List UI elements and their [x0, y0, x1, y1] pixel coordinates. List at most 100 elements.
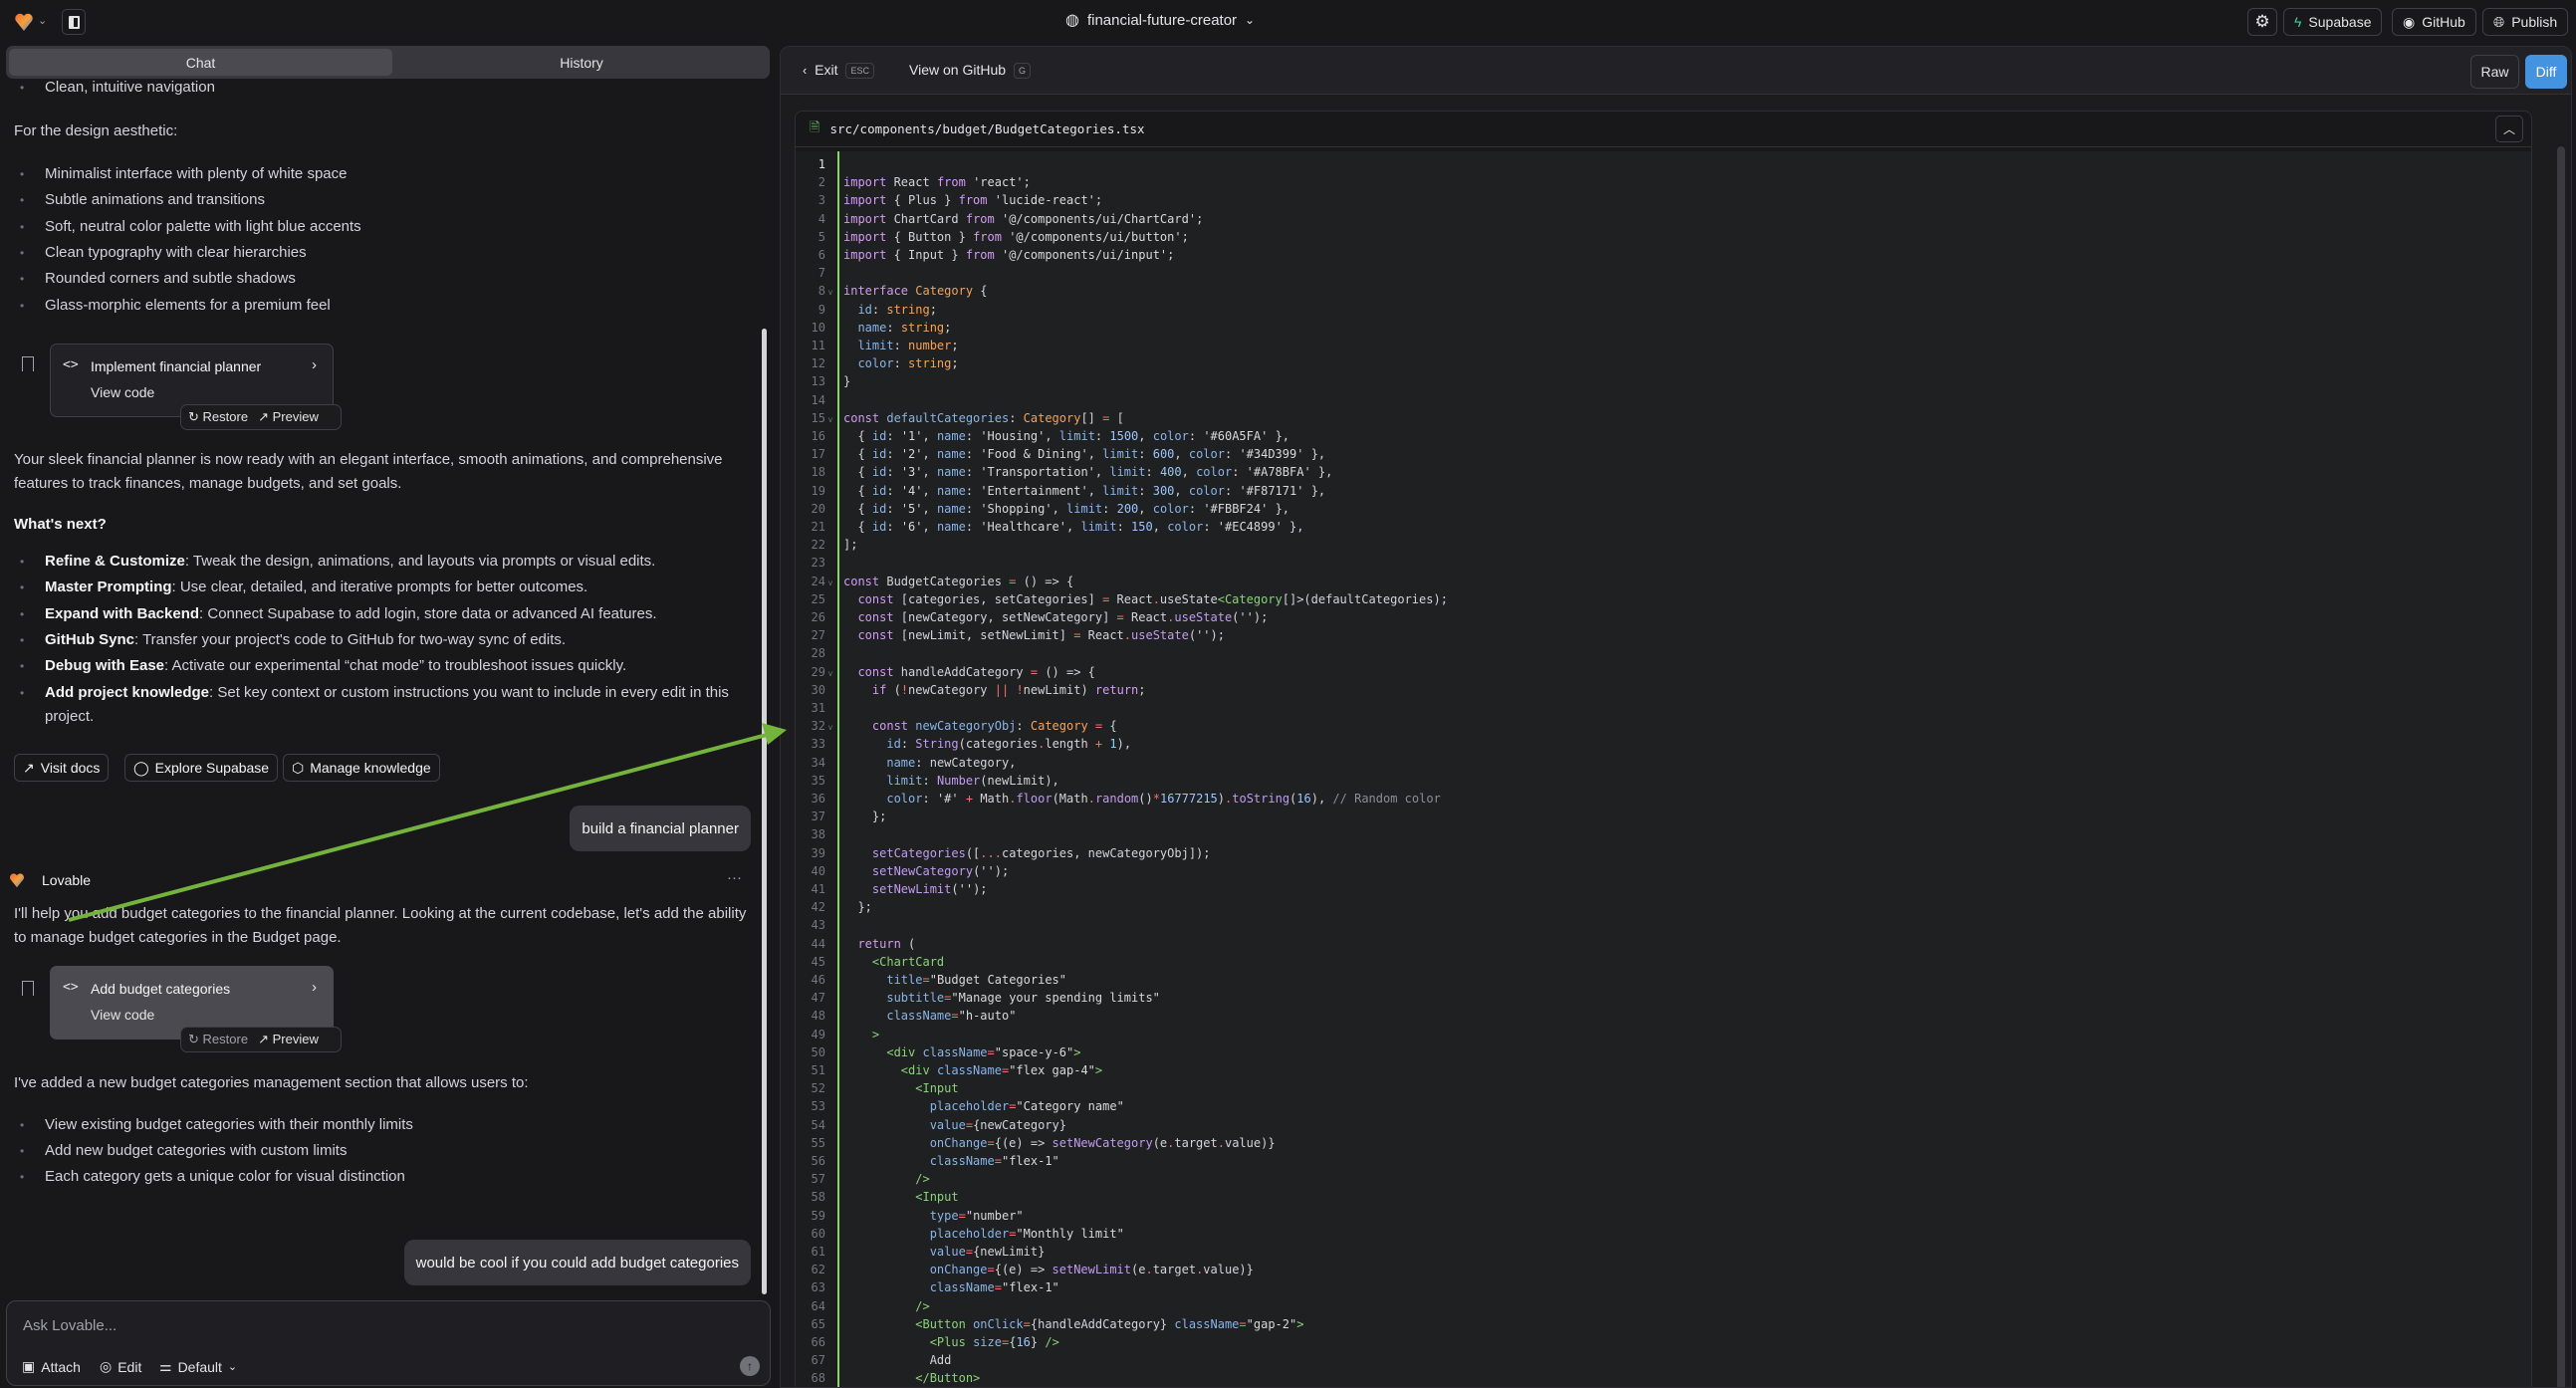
fold-chevron-icon[interactable]: v — [828, 414, 832, 424]
line-number: 39 — [811, 845, 825, 860]
code-line: const [newLimit, setNewLimit] = React.us… — [857, 628, 1225, 643]
preview-button[interactable]: ↗ Preview — [258, 409, 319, 424]
line-number: 57 — [811, 1172, 825, 1187]
code-line: }; — [843, 810, 887, 824]
design-intro: For the design aesthetic: — [14, 122, 178, 139]
line-number: 63 — [811, 1280, 825, 1295]
lovable-logo-icon[interactable] — [14, 12, 34, 32]
code-line: className="flex-1" — [929, 1280, 1059, 1295]
bookmark-icon[interactable] — [22, 356, 34, 371]
code-editor[interactable]: 1 2 import React from 'react'; 3 import { Pl… — [796, 151, 2531, 1387]
sidebar-icon — [69, 16, 80, 29]
list-item: Glass-morphic elements for a premium fee… — [20, 294, 331, 318]
code-line: placeholder="Monthly limit" — [929, 1226, 1124, 1241]
code-panel-header: ‹ Exit ESC View on GitHub G Raw Diff — [781, 47, 2571, 95]
mode-dropdown[interactable]: ⚌ Default ⌄ — [159, 1358, 238, 1375]
item-text: : Transfer your project's code to GitHub… — [134, 630, 567, 648]
chevron-up-icon: ︿ — [2502, 122, 2515, 136]
file-viewer: 🗎︎ src/components/budget/BudgetCategorie… — [795, 111, 2532, 1387]
view-code-link[interactable]: View code — [91, 384, 155, 400]
view-on-github-button[interactable]: View on GitHub G — [909, 62, 1032, 80]
arrow-up-icon: ↑ — [747, 1359, 753, 1373]
line-number: 12 — [811, 356, 825, 371]
collapse-button[interactable]: ︿ — [2495, 116, 2523, 142]
line-number: 22 — [811, 538, 825, 553]
globe-icon: ◍ — [1065, 12, 1079, 29]
send-button[interactable]: ↑ — [740, 1356, 760, 1376]
explore-supabase-button[interactable]: ◯ Explore Supabase — [124, 754, 279, 782]
fold-chevron-icon[interactable]: v — [828, 578, 832, 587]
item-title: Refine & Customize — [45, 553, 185, 570]
more-options-button[interactable]: ··· — [727, 869, 742, 886]
code-line: import ChartCard from '@/components/ui/C… — [843, 211, 1204, 226]
github-label: GitHub — [2422, 14, 2465, 30]
file-added-icon: 🗎︎ — [810, 119, 820, 135]
tab-chat[interactable]: Chat — [9, 49, 392, 76]
chat-tabs: Chat History — [6, 46, 770, 79]
line-number: 45 — [811, 954, 825, 969]
line-number: 62 — [811, 1263, 825, 1277]
code-line: <Plus size={16} /> — [929, 1335, 1059, 1349]
line-number: 51 — [811, 1063, 825, 1077]
sidebar-toggle-button[interactable] — [62, 9, 86, 35]
code-line: type="number" — [929, 1208, 1024, 1223]
line-number: 40 — [811, 863, 825, 878]
line-number: 38 — [811, 827, 825, 842]
item-text: : Use clear, detailed, and iterative pro… — [171, 578, 588, 596]
diff-added-bar — [837, 151, 839, 1387]
visit-docs-button[interactable]: ↗ Visit docs — [14, 754, 110, 782]
fold-chevron-icon[interactable]: v — [828, 668, 832, 678]
preview-button[interactable]: ↗ Preview — [258, 1032, 319, 1046]
manage-knowledge-button[interactable]: ⬡ Manage knowledge — [283, 754, 440, 782]
restore-button[interactable]: ↻ Restore — [188, 409, 249, 424]
code-line: subtitle="Manage your spending limits" — [886, 991, 1160, 1006]
code-line: import { Input } from '@/components/ui/i… — [843, 248, 1175, 262]
code-line: const defaultCategories: Category[] = [ — [843, 410, 1124, 425]
diff-toggle[interactable]: Diff — [2525, 55, 2567, 89]
tab-history[interactable]: History — [560, 54, 603, 71]
edit-button[interactable]: ◎ Edit — [100, 1358, 142, 1375]
line-number: 14 — [811, 392, 825, 407]
code-line: { id: '3', name: 'Transportation', limit… — [843, 465, 1333, 480]
supabase-button[interactable]: ϟ Supabase — [2283, 8, 2383, 36]
chat-scrollbar[interactable] — [762, 329, 767, 1294]
list-item: Soft, neutral color palette with light b… — [20, 215, 361, 239]
item-title: GitHub Sync — [45, 630, 135, 648]
whats-next-heading: What's next? — [14, 516, 107, 533]
line-number: 18 — [811, 465, 825, 480]
chat-input-placeholder[interactable]: Ask Lovable... — [23, 1317, 117, 1334]
project-name: financial-future-creator — [1086, 11, 1238, 29]
raw-toggle[interactable]: Raw — [2470, 55, 2519, 89]
list-item: Expand with Backend: Connect Supabase to… — [20, 602, 752, 626]
line-number: 56 — [811, 1154, 825, 1168]
code-line: interface Category { — [843, 284, 988, 299]
settings-button[interactable]: ⚙ — [2247, 8, 2277, 36]
fold-chevron-icon[interactable]: v — [828, 288, 832, 298]
list-item: Master Prompting: Use clear, detailed, a… — [20, 576, 752, 599]
code-icon: <> — [63, 980, 79, 995]
line-number: 44 — [811, 936, 825, 951]
fold-chevron-icon[interactable]: v — [828, 723, 832, 733]
chevron-right-icon: › — [312, 979, 317, 996]
chat-input[interactable]: Ask Lovable... ▣ Attach ◎ Edit ⚌ Default ⌄ ↑ — [6, 1300, 771, 1386]
line-number: 9 — [818, 302, 825, 317]
github-button[interactable]: ◉ GitHub — [2392, 8, 2476, 36]
external-link-icon: ↗ — [258, 1032, 269, 1046]
code-line: id: string; — [857, 302, 937, 317]
exit-button[interactable]: ‹ Exit ESC — [803, 62, 874, 80]
code-line: const newCategoryObj: Category = { — [871, 719, 1117, 734]
bookmark-icon[interactable] — [22, 981, 34, 996]
code-scrollbar[interactable] — [2557, 146, 2565, 1387]
item-title: Debug with Ease — [45, 657, 165, 675]
code-line: } — [843, 374, 851, 389]
code-line: color: string; — [857, 356, 959, 371]
project-selector[interactable]: ◍ financial-future-creator ⌄ — [1065, 10, 1255, 30]
code-line: return ( — [857, 936, 916, 951]
chevron-down-icon[interactable]: ⌄ — [38, 15, 48, 27]
view-code-link[interactable]: View code — [91, 1007, 155, 1023]
code-line: ]; — [843, 538, 858, 553]
restore-button[interactable]: ↻ Restore — [188, 1032, 249, 1046]
chat-bubble-icon: ◯ — [133, 759, 149, 776]
publish-button[interactable]: 🌐︎ Publish — [2482, 8, 2569, 36]
attach-button[interactable]: ▣ Attach — [22, 1358, 81, 1375]
